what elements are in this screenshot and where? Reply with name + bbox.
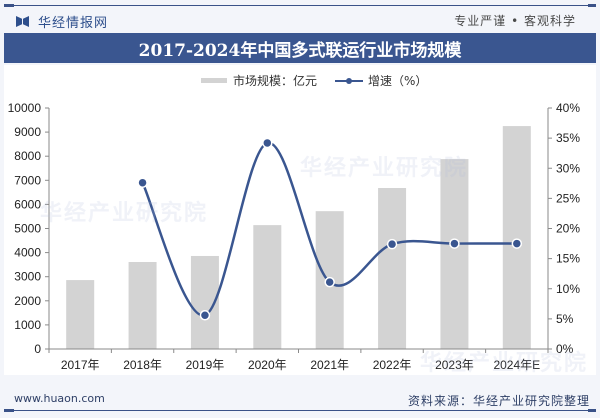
slogan: 专业严谨 • 客观科学: [454, 14, 576, 28]
growth-point: [449, 238, 460, 249]
growth-point: [324, 276, 335, 288]
footer-source: 资料来源：华经产业研究院整理: [407, 394, 590, 408]
bar: [378, 188, 407, 349]
title-bar: 2017-2024年中国多式联运行业市场规模: [4, 33, 596, 63]
footer-url: www.huaon.com: [14, 392, 105, 405]
y-tick-left: 10000: [8, 101, 42, 115]
y-tick-right: 5%: [556, 312, 574, 326]
x-tick-label: 2023年: [435, 358, 474, 372]
brand: 华经情报网: [16, 12, 108, 31]
legend: 市场规模：亿元 增速（%）: [201, 72, 427, 89]
y-tick-left: 1000: [14, 318, 41, 332]
y-tick-left: 6000: [14, 197, 41, 211]
legend-bar-label: 市场规模：亿元: [233, 74, 318, 88]
growth-point: [386, 238, 398, 250]
legend-bar-swatch-icon: [201, 78, 227, 83]
brand-name: 华经情报网: [38, 16, 109, 31]
x-tick-label: 2020年: [248, 358, 287, 372]
x-tick-label: 2021年: [310, 358, 349, 372]
growth-point: [137, 177, 148, 188]
x-tick-label: 2024年E: [493, 358, 540, 372]
x-tick-label: 2017年: [61, 358, 100, 372]
legend-line-label: 增速（%）: [368, 74, 428, 88]
y-tick-right: 25%: [556, 191, 580, 205]
bottom-rule: [4, 410, 596, 411]
y-tick-left: 4000: [14, 246, 41, 260]
top-rule: [4, 5, 596, 6]
bottom-rule-cap-left: [4, 409, 14, 412]
x-tick-label: 2018年: [123, 358, 162, 372]
legend-line-swatch-icon: [335, 76, 364, 86]
y-tick-left: 0: [34, 342, 41, 356]
bar: [128, 261, 157, 349]
bar: [440, 159, 469, 349]
y-tick-left: 8000: [14, 149, 41, 163]
chart-area: [4, 65, 596, 375]
y-tick-right: 40%: [556, 101, 580, 115]
y-tick-left: 2000: [14, 294, 41, 308]
y-tick-left: 9000: [14, 125, 41, 139]
y-tick-right: 35%: [556, 131, 580, 145]
bottom-rule-cap-right: [588, 409, 596, 412]
top-rule-cap-left: [4, 4, 14, 7]
growth-point: [262, 137, 273, 149]
y-tick-right: 20%: [556, 222, 580, 236]
y-tick-left: 7000: [14, 173, 41, 187]
y-tick-left: 5000: [14, 222, 41, 236]
x-tick-label: 2022年: [373, 358, 412, 372]
y-tick-right: 30%: [556, 161, 580, 175]
bar: [66, 280, 95, 349]
y-tick-right: 0%: [556, 342, 574, 356]
y-tick-right: 15%: [556, 252, 580, 266]
chart-title: 2017-2024年中国多式联运行业市场规模: [138, 40, 462, 61]
brand-logo-icon: [16, 16, 30, 27]
growth-point: [511, 238, 523, 249]
y-tick-right: 10%: [556, 282, 580, 296]
y-tick-left: 3000: [14, 270, 41, 284]
growth-point: [199, 310, 211, 321]
x-tick-label: 2019年: [186, 358, 225, 372]
bar: [253, 225, 282, 349]
bar: [502, 126, 531, 349]
top-rule-cap-right: [588, 4, 596, 7]
